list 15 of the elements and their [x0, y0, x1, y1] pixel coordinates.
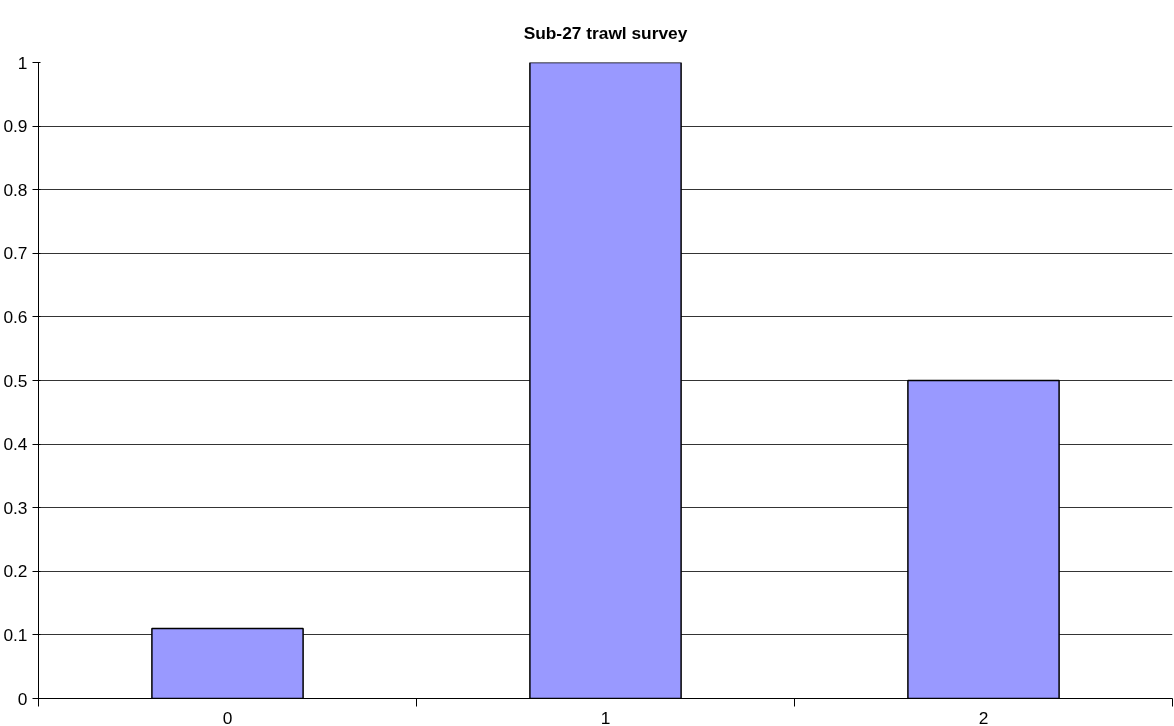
y-tick-label: 0.9	[3, 116, 28, 137]
y-tick-label: 0.1	[3, 624, 28, 645]
y-tick-label: 0.7	[3, 243, 28, 264]
y-tick-label: 0.2	[3, 561, 28, 582]
x-tick-label: 0	[222, 707, 233, 726]
y-tick-label: 0.6	[3, 306, 28, 327]
y-tick-label: 0.8	[3, 179, 28, 200]
y-tick-label: 1	[17, 52, 28, 73]
x-tick-label: 1	[600, 707, 611, 726]
x-tick-label: 2	[978, 707, 989, 726]
y-tick-label: 0.5	[3, 370, 28, 391]
y-tick-label: 0.4	[3, 434, 28, 455]
y-tick-label: 0	[17, 688, 28, 709]
chart-title: Sub-27 trawl survey	[523, 22, 688, 43]
y-tick-label: 0.3	[3, 497, 28, 518]
